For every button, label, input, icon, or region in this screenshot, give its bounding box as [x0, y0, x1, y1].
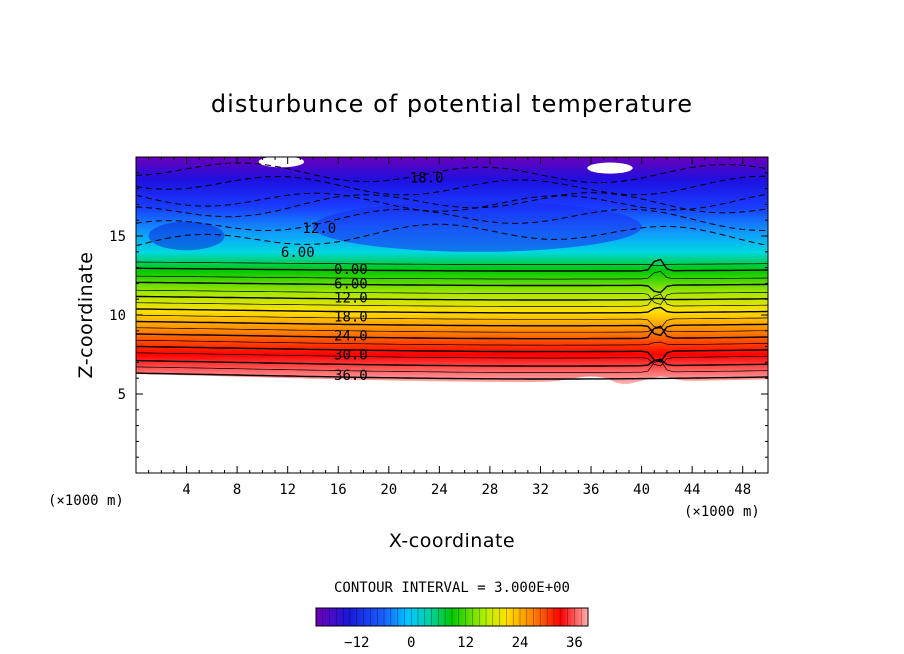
contour-line — [136, 339, 768, 346]
x-tick-label: 32 — [532, 482, 549, 498]
cold-core-region — [312, 201, 642, 252]
x-tick-label: 8 — [233, 482, 241, 498]
contour-line-negative — [136, 162, 768, 184]
contour-line-negative — [136, 192, 768, 218]
contour-label: 12.0 — [334, 291, 368, 307]
x-axis-label: X-coordinate — [389, 530, 515, 552]
x-tick-label: 20 — [380, 482, 397, 498]
contour-line — [136, 258, 768, 272]
contour-line-negative — [136, 208, 768, 232]
x-tick-label: 4 — [182, 482, 190, 498]
x-tick-label: 48 — [734, 482, 751, 498]
contour-line — [136, 261, 768, 266]
contour-label: 36.0 — [334, 368, 368, 384]
x-tick-label: 36 — [583, 482, 600, 498]
contour-label: 12.0 — [302, 221, 336, 237]
contour-label: 18.0 — [334, 310, 368, 326]
x-unit-right: (×1000 m) — [684, 504, 760, 520]
colorbar-tick-label: 12 — [457, 635, 474, 651]
colorbar-tick-label: −12 — [344, 635, 369, 651]
missing-region-1 — [258, 157, 305, 168]
x-tick-label: 44 — [684, 482, 701, 498]
contour-line — [136, 289, 768, 305]
contour-line-negative — [136, 175, 768, 196]
x-tick-label: 28 — [481, 482, 498, 498]
plot-area: 18.012.06.000.006.0012.018.024.030.036.0… — [109, 156, 769, 498]
x-tick-label: 40 — [633, 482, 650, 498]
contour-label: 6.00 — [281, 245, 315, 261]
contour-line-negative — [136, 223, 768, 247]
y-axis-ticks: 5 10 15 — [109, 156, 768, 474]
y-tick-label: 5 — [118, 387, 126, 403]
missing-region-2 — [587, 162, 633, 174]
y-axis-label: Z-coordinate — [75, 252, 97, 379]
contour-line — [136, 281, 768, 294]
contour-line — [136, 345, 768, 363]
contour-line — [136, 372, 768, 380]
contour-label: 24.0 — [334, 329, 368, 345]
x-axis-ticks: 4 8 12 16 20 24 28 32 36 40 44 48 — [135, 157, 769, 498]
colorbar-segments — [322, 608, 582, 626]
contour-label: 18.0 — [410, 171, 444, 187]
contour-line — [136, 306, 768, 314]
contour-label: 0.00 — [334, 262, 368, 278]
colorbar-tick-label: 0 — [407, 635, 415, 651]
chart-title: disturbunce of potential temperature — [211, 90, 693, 118]
colorbar: −12 0 12 24 36 — [315, 607, 589, 651]
contour-line — [136, 358, 768, 367]
colorbar-tick-label: 36 — [566, 635, 583, 651]
contour-line — [136, 352, 768, 367]
x-unit-left: (×1000 m) — [48, 493, 124, 509]
y-tick-label: 10 — [109, 308, 126, 324]
contour-line-negative — [136, 192, 768, 212]
contour-line — [136, 295, 768, 301]
contour-line — [136, 271, 768, 280]
left-cold-region — [148, 221, 225, 251]
contour-line — [136, 320, 768, 337]
x-tick-label: 16 — [330, 482, 347, 498]
x-tick-label: 12 — [279, 482, 296, 498]
contour-label: 30.0 — [334, 348, 368, 364]
contour-lines — [136, 162, 768, 380]
contour-label: 6.00 — [334, 276, 368, 292]
contour-line — [136, 327, 768, 333]
y-tick-label: 15 — [109, 229, 126, 245]
colorbar-ticks: −12 0 12 24 36 — [344, 635, 583, 651]
contour-line — [136, 293, 768, 307]
contour-interval: CONTOUR INTERVAL = 3.000E+00 — [334, 580, 570, 596]
x-tick-label: 24 — [431, 482, 448, 498]
contour-line — [136, 325, 768, 340]
contour-line — [136, 314, 768, 329]
colorbar-tick-label: 24 — [512, 635, 529, 651]
